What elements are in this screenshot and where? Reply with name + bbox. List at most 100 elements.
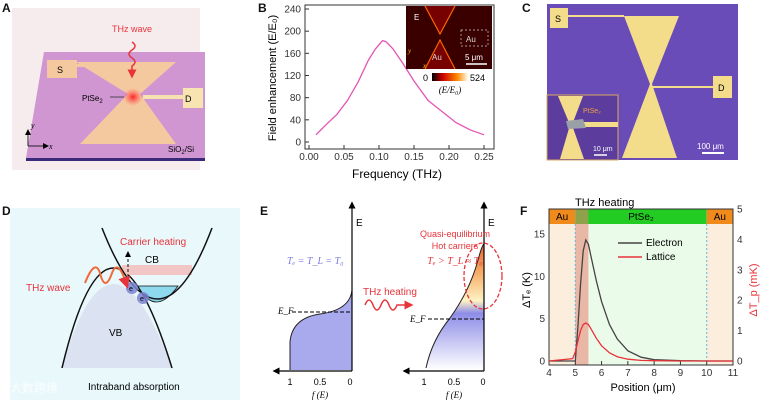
conduction-band: [101, 227, 213, 300]
electron-line: [549, 238, 733, 362]
x-tick-label: 7: [625, 368, 631, 379]
zoom-inset: PtSe₂ 10 μm: [546, 94, 619, 161]
material-label: PtSe2: [82, 94, 103, 105]
inset-bowtie: [424, 5, 456, 70]
carrier-heating-label: Carrier heating: [120, 237, 186, 248]
hot-carrier-ellipse: [463, 242, 503, 310]
inset-scale-label: 10 μm: [593, 146, 613, 153]
source-line: [568, 15, 624, 17]
thz-label: THz wave: [112, 24, 152, 34]
y-axis-right-label: ΔT_p (mK): [748, 263, 760, 316]
axis-x-label: x: [48, 142, 53, 151]
inset-scale-label: 5 μm: [465, 53, 483, 62]
chart-title: THz heating: [575, 197, 634, 209]
y-right-tick-label: 5: [737, 205, 743, 216]
region-bar: [575, 209, 707, 224]
x-axis-label: Frequency (THz): [352, 167, 442, 181]
fermi-distribution-cold: [290, 290, 352, 370]
plot-frame: [304, 4, 495, 150]
panel-e: E E E_F Tₑ = T_L = T₀ 1 0.5 0 f (E) THz …: [260, 201, 503, 400]
legend: Electron Lattice: [618, 238, 683, 263]
quasi-equilibrium-label: Quasi-equilibrium: [420, 229, 490, 239]
vb-fill: [62, 284, 172, 368]
y-tick-label: 10: [534, 272, 546, 283]
fermi-level-label: E_F: [409, 314, 426, 324]
field-enhancement-line: [315, 39, 485, 136]
colorbar-min: 0: [423, 73, 428, 83]
drain-pad: [713, 76, 732, 98]
x-tick-label: 10: [701, 368, 713, 379]
x-tick-label: 0.05: [334, 152, 354, 163]
region-bar: [549, 209, 576, 224]
region-bar: [706, 209, 733, 224]
y-axis-label: ΔTₑ (K): [521, 272, 533, 308]
x-tick-label: 0.15: [404, 152, 424, 163]
tick-label: 0.5: [448, 377, 461, 387]
fermi-curve-hot: [425, 243, 485, 369]
y-right-tick-label: 2: [737, 296, 743, 307]
y-axis-label: Field enhancement (E/E₀): [267, 15, 279, 141]
x-tick-label: 8: [651, 368, 657, 379]
inset-au-label: Au: [432, 53, 442, 62]
panel-label: F: [520, 204, 527, 218]
electron-icon: [137, 292, 149, 304]
source-pad: [47, 60, 77, 78]
drain-line: [143, 95, 183, 99]
fermi-curve-cold: [289, 289, 353, 370]
caption: Intraband absorption: [88, 382, 180, 393]
heated-region: [122, 265, 192, 275]
energy-label: E: [488, 218, 495, 229]
y-right-tick-label: 0: [737, 357, 743, 368]
field-map-inset: E Au Au 5 μm y x 0 524 (E/E₀): [406, 5, 492, 95]
inset-x-label: x: [422, 62, 427, 70]
flake: [566, 119, 586, 129]
panel-label: A: [2, 1, 11, 15]
drain-label: D: [718, 83, 725, 93]
panel-label: D: [2, 204, 11, 218]
thz-heating-label: THz heating: [363, 287, 417, 298]
tick-label: 0: [480, 377, 485, 387]
x-tick-label: 11: [728, 368, 739, 379]
drain-label: D: [185, 94, 192, 104]
y-right-tick-label: 3: [737, 265, 743, 276]
x-axis-label: Position (μm): [610, 382, 675, 394]
inset-material-label: PtSe₂: [583, 108, 601, 115]
colorbar-max: 524: [470, 73, 485, 83]
panel-label: E: [260, 204, 268, 218]
y-tick-label: 120: [284, 71, 301, 82]
lattice-line: [548, 322, 733, 362]
bowtie-antenna: [622, 16, 679, 158]
cb-label: CB: [145, 255, 159, 266]
colorbar: [432, 73, 468, 81]
thz-wave-icon: [364, 299, 414, 311]
source-pad: [550, 8, 568, 28]
source-line: [77, 64, 100, 67]
thz-wave-icon: [127, 41, 137, 79]
hot-carriers-label: Hot carriers: [432, 241, 479, 251]
y-tick-label: 240: [284, 5, 301, 16]
x-tick-label: 4: [546, 368, 552, 379]
y-tick-label: 15: [534, 230, 546, 241]
vb-label: VB: [109, 328, 123, 339]
y-tick-label: 80: [290, 93, 302, 104]
scale-label: 100 μm: [697, 142, 724, 151]
region-bg: [549, 224, 576, 365]
legend-lattice-label: Lattice: [646, 252, 676, 263]
source-label: S: [555, 14, 561, 24]
source-label: S: [57, 65, 63, 75]
hotspot: [123, 88, 143, 106]
x-tick-label: 0.25: [474, 152, 494, 163]
x-tick-label: 9: [678, 368, 684, 379]
y-tick-label: 0: [295, 138, 301, 149]
y-tick-label: 0: [539, 357, 545, 368]
panel-a: A THz wave S D PtSe2 SiO2/Si y x: [2, 1, 205, 170]
thz-wave-label: THz wave: [26, 283, 71, 294]
substrate-edge: [26, 158, 205, 161]
plot-frame: [548, 208, 734, 366]
energy-label: E: [356, 218, 363, 229]
x-axis-label: f (E): [446, 390, 462, 400]
panel-b: B 0.00 0.05 0.10 0.15 0.20 0.25 0 40 80 120 160 200…: [258, 1, 495, 181]
inset-y-label: y: [407, 47, 412, 55]
x-tick-label: 0.00: [299, 152, 319, 163]
